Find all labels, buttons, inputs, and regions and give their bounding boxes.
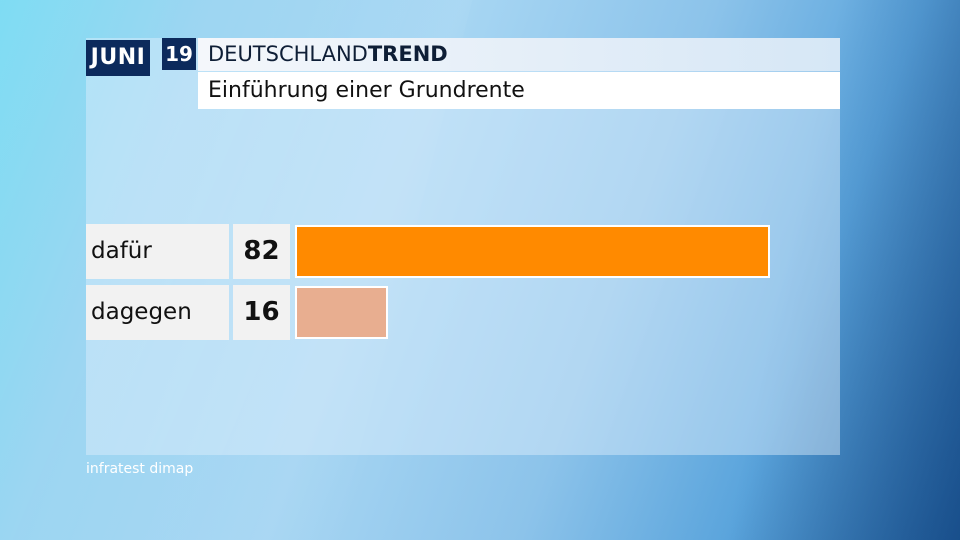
month-badge: JUNI [86,40,150,76]
brand-regular: DEUTSCHLAND [208,42,368,66]
value-label: 82 [233,224,290,279]
chart-title: Einführung einer Grundrente [198,72,840,109]
brand-title: DEUTSCHLANDTREND [198,38,840,71]
source-label: infratest dimap [86,461,194,477]
bar [295,225,770,278]
category-label: dagegen [86,285,229,340]
bar [295,286,388,339]
brand-bold: TREND [367,42,448,66]
value-label: 16 [233,285,290,340]
year-badge: 19 [162,38,196,70]
category-label: dafür [86,224,229,279]
